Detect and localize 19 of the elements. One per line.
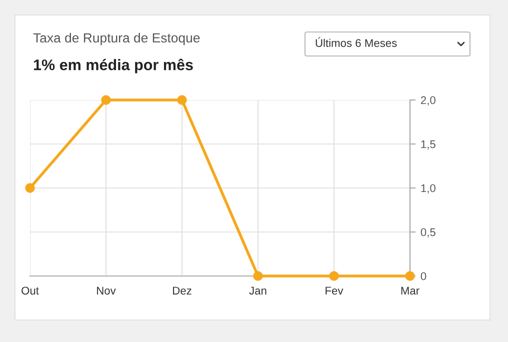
chart-title: Taxa de Ruptura de Estoque bbox=[33, 32, 200, 46]
y-tick-label: 1,0 bbox=[421, 184, 436, 194]
x-tick-label: Out bbox=[22, 286, 39, 295]
point bbox=[329, 271, 339, 281]
y-tick-label: 0,5 bbox=[420, 228, 436, 238]
x-tick-label: Nov bbox=[97, 286, 116, 295]
x-tick-label: Mar bbox=[401, 286, 420, 295]
x-tick-label: Fev bbox=[326, 286, 344, 295]
point bbox=[25, 183, 35, 193]
chart-subtitle: 1% em média por mês bbox=[34, 58, 193, 74]
point bbox=[177, 95, 187, 105]
text: Últimos 6 Meses bbox=[316, 37, 397, 47]
point bbox=[253, 271, 263, 281]
y-tick-label: 0 bbox=[420, 272, 426, 280]
x-tick-label: Dez bbox=[173, 286, 192, 295]
x-tick-label: Jan bbox=[249, 286, 266, 295]
point bbox=[101, 95, 111, 105]
y-tick-label: 2,0 bbox=[420, 96, 436, 106]
y-tick-label: 1,5 bbox=[421, 140, 436, 150]
